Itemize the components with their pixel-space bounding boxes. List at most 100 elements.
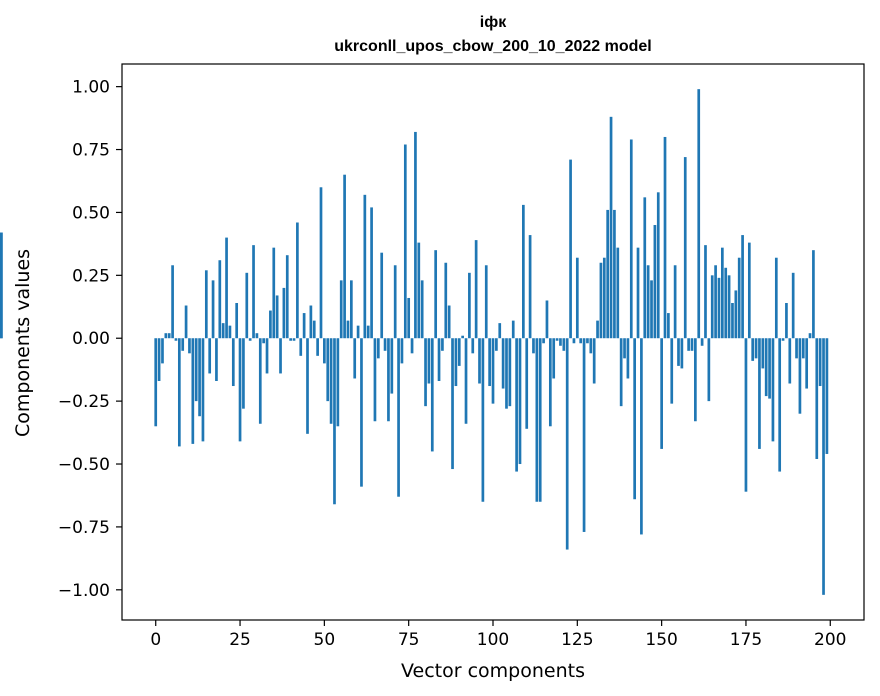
bar-187 <box>785 303 788 339</box>
bar-186 <box>781 338 785 341</box>
bar-191 <box>798 338 802 414</box>
bar-9 <box>184 305 188 339</box>
bar-140 <box>626 338 630 379</box>
bar-74 <box>403 144 407 339</box>
bar-151 <box>663 136 667 339</box>
bar-59 <box>353 338 357 379</box>
bar-147 <box>650 280 653 339</box>
bar-177 <box>751 338 755 361</box>
bar-193 <box>805 338 809 389</box>
bar-134 <box>606 209 610 339</box>
bar-87 <box>447 305 451 339</box>
y-tick-label: −0.75 <box>58 518 110 538</box>
bar-23 <box>231 338 235 387</box>
bars-group <box>0 89 829 595</box>
bar-68 <box>383 338 387 351</box>
bar-80 <box>424 338 427 407</box>
bar-135 <box>609 116 613 339</box>
bar-91 <box>461 335 464 339</box>
bar-159 <box>690 338 694 351</box>
bar-65 <box>373 338 377 422</box>
bar-38 <box>282 287 286 339</box>
bar-98 <box>484 265 488 339</box>
bar-145 <box>643 197 647 339</box>
bar-4 <box>167 333 171 339</box>
bar-111 <box>528 235 532 339</box>
bar-24 <box>235 303 239 339</box>
bar-113 <box>535 338 539 502</box>
bar-123 <box>569 159 572 339</box>
bar-149 <box>656 192 660 339</box>
bar-76 <box>410 338 414 354</box>
x-tick-label: 50 <box>314 630 336 650</box>
bar-44 <box>302 313 306 339</box>
bar-57 <box>346 320 350 339</box>
bar-78 <box>417 242 421 339</box>
bar-166 <box>714 265 717 339</box>
bar-73 <box>400 338 404 364</box>
bar-11 <box>191 338 195 444</box>
bar-141 <box>629 139 633 339</box>
bar-156 <box>680 338 684 369</box>
bar-178 <box>754 338 758 359</box>
bar-84 <box>437 338 441 381</box>
bar-105 <box>508 338 512 407</box>
bar-32 <box>262 338 266 344</box>
bar-158 <box>687 338 690 351</box>
bar-58 <box>349 280 353 339</box>
bar-110 <box>525 338 529 429</box>
bar-115 <box>542 338 545 344</box>
x-tick-label: 200 <box>814 630 846 650</box>
bar-92 <box>464 338 468 424</box>
bar-127 <box>582 338 586 532</box>
bar-82 <box>430 338 434 452</box>
bar-152 <box>667 313 670 339</box>
y-tick-label: 0.50 <box>72 203 110 223</box>
bar-114 <box>538 338 542 502</box>
x-tick-label: 150 <box>645 630 677 650</box>
bar-161 <box>697 89 701 339</box>
bar-173 <box>737 257 741 339</box>
bar-139 <box>623 338 626 359</box>
bar-100 <box>491 338 495 404</box>
bar-64 <box>370 207 373 339</box>
bar-70 <box>390 338 394 394</box>
bar-106 <box>511 320 515 339</box>
bar-75 <box>407 297 411 339</box>
bar-197 <box>818 338 822 387</box>
bar-8 <box>181 338 185 351</box>
bar-14 <box>201 338 205 442</box>
bar-143 <box>636 247 640 339</box>
bar-169 <box>724 267 728 339</box>
bar-125 <box>575 257 579 339</box>
bar-39 <box>285 255 289 339</box>
bar-10 <box>188 338 191 354</box>
bar-33 <box>265 338 269 374</box>
bar-55 <box>339 280 343 339</box>
y-tick-label: 0.75 <box>72 141 110 161</box>
bar-85 <box>441 338 444 351</box>
bar-43 <box>299 338 303 356</box>
bar-34 <box>269 310 272 339</box>
bar-112 <box>532 338 535 354</box>
bar-128 <box>586 338 589 344</box>
bar-119 <box>555 338 559 341</box>
bar-194 <box>808 333 812 339</box>
bar-176 <box>747 242 751 339</box>
bar-120 <box>559 338 562 346</box>
bar-31 <box>258 338 262 424</box>
bar-108 <box>518 338 522 465</box>
bar-21 <box>225 237 228 339</box>
bar-196 <box>815 338 819 459</box>
bar-13 <box>198 338 201 417</box>
bar-175 <box>744 338 748 492</box>
bar-198 <box>822 338 825 595</box>
y-tick-label: 0.00 <box>72 329 110 349</box>
chart-title: іфк <box>480 14 507 31</box>
bar-118 <box>552 338 556 379</box>
bar-29 <box>252 245 255 339</box>
bar-199 <box>825 338 829 454</box>
x-tick-label: 125 <box>561 630 593 650</box>
bar-182 <box>768 338 771 399</box>
bar-17 <box>211 280 215 339</box>
